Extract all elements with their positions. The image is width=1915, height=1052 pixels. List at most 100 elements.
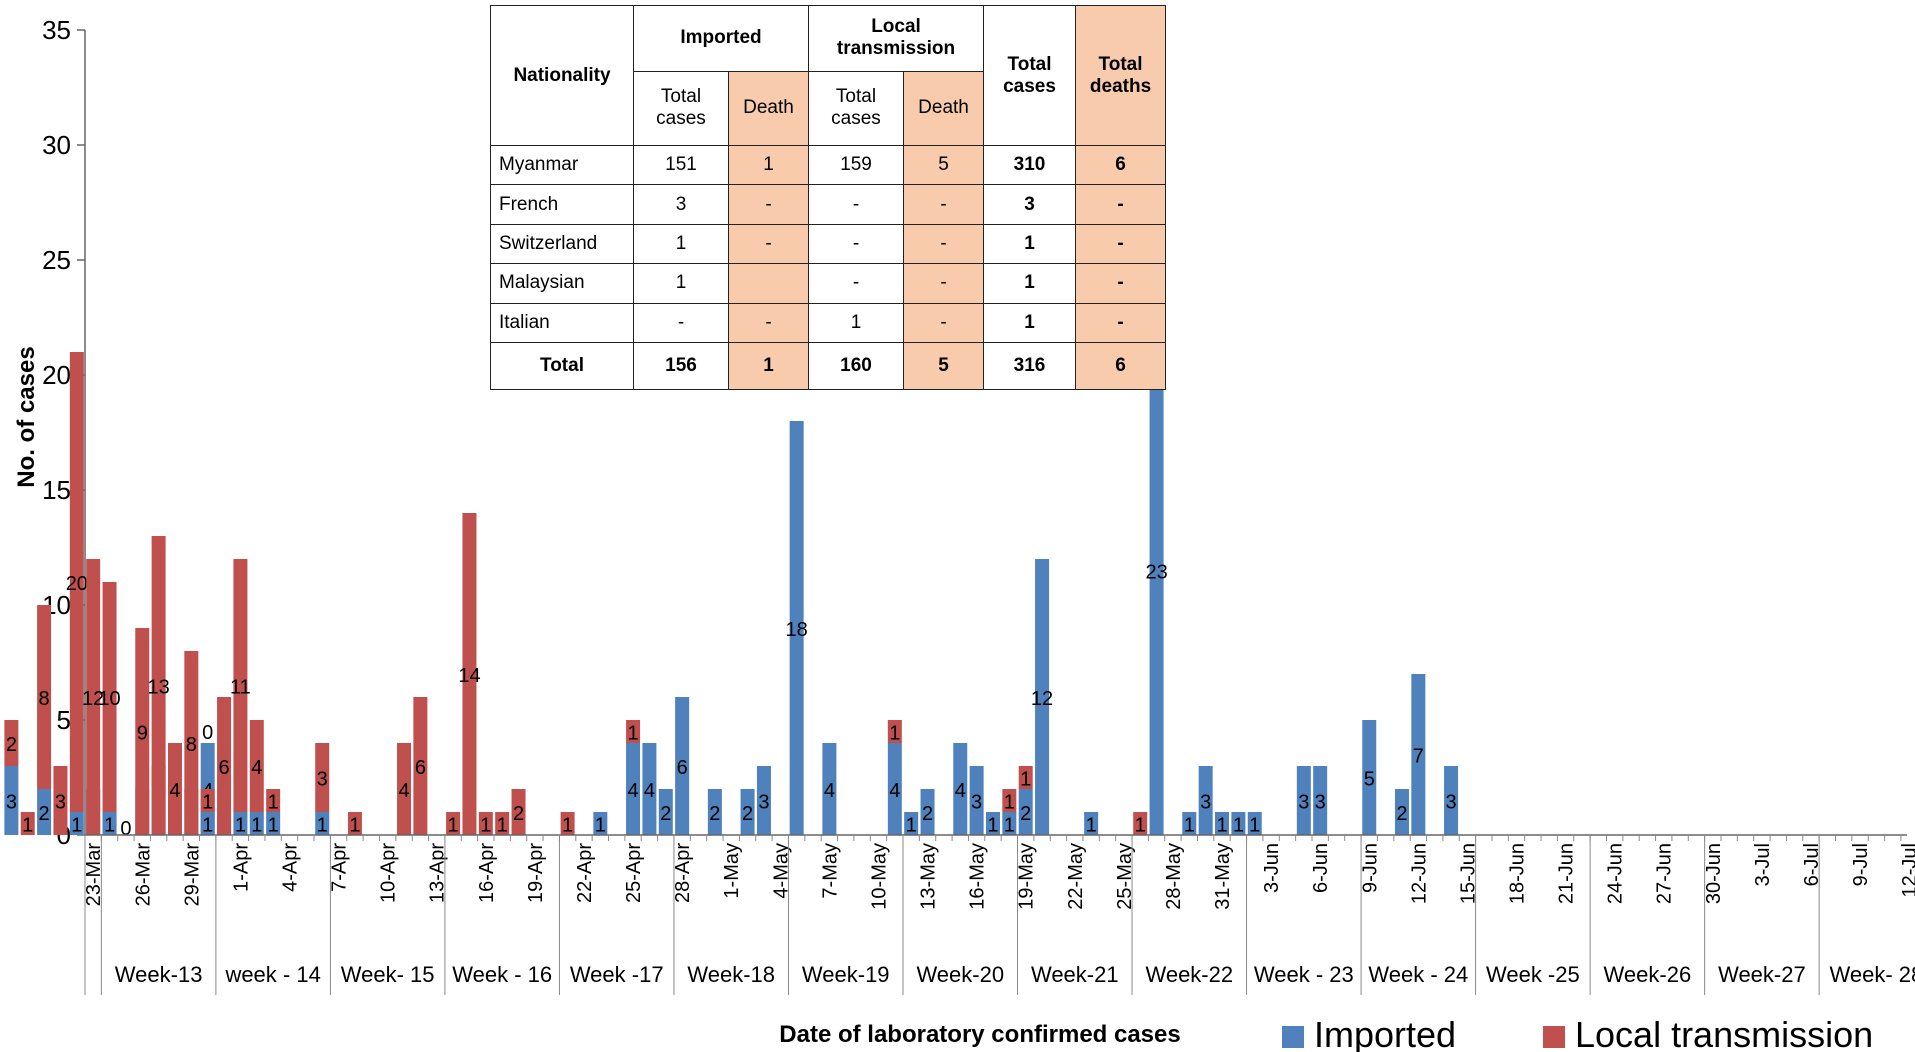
cell-nationality: Myanmar — [490, 145, 634, 186]
bar-data-label: 1 — [889, 723, 900, 745]
bar-data-label: 4 — [398, 780, 409, 802]
table-row: Myanmar 151 1 159 5 310 6 — [490, 145, 1167, 186]
subheader-imported-death: Death — [728, 70, 809, 147]
cell-loc-cases: 1 — [808, 302, 904, 343]
bar-data-label: 14 — [458, 665, 480, 687]
x-tick-label: 6-Jun — [1310, 843, 1332, 893]
bar-data-label: 4 — [627, 780, 638, 802]
week-label: Week-13 — [115, 962, 203, 987]
bar-data-label: 3 — [758, 792, 769, 814]
cell-nationality: Malaysian — [490, 263, 634, 304]
week-label: Week-19 — [802, 962, 890, 987]
bar-local — [478, 812, 493, 835]
x-tick-label: 12-Jul — [1899, 843, 1915, 897]
bar-data-label: 1 — [235, 815, 246, 837]
bar-data-label: 10 — [98, 688, 120, 710]
bar-local — [347, 812, 362, 835]
bar-imported — [593, 812, 608, 835]
bar-data-label: 11 — [230, 677, 251, 699]
x-tick-label: 23-Mar — [83, 843, 105, 907]
cell-imp-cases: 151 — [633, 145, 729, 186]
bar-data-label: 23 — [1145, 562, 1167, 584]
bar-data-label: 2 — [6, 734, 17, 756]
bar-data-label: 2 — [1020, 803, 1031, 825]
bar-imported — [200, 812, 215, 835]
bar-local — [315, 743, 330, 812]
bar-data-label: 1 — [349, 815, 360, 837]
bar-imported — [1018, 789, 1033, 835]
bar-data-label: 1 — [1184, 815, 1195, 837]
total-imported-death: 1 — [728, 341, 809, 391]
bar-data-label: 1 — [448, 815, 459, 837]
x-tick-label: 22-Apr — [574, 843, 596, 903]
bar-data-label: 8 — [186, 734, 197, 756]
bar-imported — [707, 789, 722, 835]
y-tick-label: 25 — [42, 245, 71, 275]
y-tick-label: 30 — [42, 130, 71, 160]
cell-loc-cases: 159 — [808, 145, 904, 186]
cell-total-deaths: - — [1075, 263, 1167, 304]
table-row: French 3- - -3- — [490, 184, 1167, 225]
cases-by-nationality-table: Nationality Imported Local transmission … — [490, 4, 1167, 391]
bar-data-label: 1 — [1233, 815, 1244, 837]
bar-data-label: 4 — [644, 780, 655, 802]
table-row: Switzerland 1- - -1- — [490, 223, 1167, 265]
bar-imported — [249, 812, 264, 835]
x-axis: 23-Mar 26-Mar 29-Mar 1-Apr 4-Apr 7-Apr 10-Apr 1… — [83, 834, 1915, 995]
x-tick-label: 24-Jun — [1605, 843, 1627, 904]
bar-data-label: 1 — [1135, 815, 1146, 837]
bar-data-label: 2 — [513, 803, 524, 825]
x-tick-label: 22-May — [1065, 843, 1087, 910]
y-tick-label: 20 — [42, 360, 71, 390]
x-tick-label: 1-Apr — [230, 843, 252, 892]
bar-imported — [1394, 789, 1409, 835]
cell-loc-cases: - — [808, 263, 904, 304]
bar-data-label: 9 — [137, 723, 148, 745]
week-label: Week - 16 — [452, 962, 552, 987]
total-label: Total — [490, 341, 634, 391]
bar-imported — [1296, 766, 1311, 835]
bar-imported — [675, 697, 690, 835]
header-total-deaths: Total deaths — [1075, 4, 1167, 147]
cell-loc-death: - — [902, 302, 985, 343]
cell-total-deaths: - — [1075, 184, 1167, 225]
x-tick-label: 3-Jun — [1261, 843, 1283, 893]
bar-imported — [1231, 812, 1246, 835]
cell-total-cases: 1 — [983, 223, 1077, 265]
bar-data-label: 3 — [6, 792, 17, 814]
bar-data-label: 1 — [104, 815, 115, 837]
subheader-local-death: Death — [902, 70, 985, 147]
bar-data-label: 20 — [66, 573, 88, 595]
bar-data-label: 1 — [1086, 815, 1097, 837]
bar-local — [462, 513, 477, 835]
bar-imported — [1215, 812, 1230, 835]
bar-local — [887, 720, 902, 743]
bar-local — [495, 812, 510, 835]
legend-swatch-imported — [1282, 1026, 1304, 1048]
bar-data-label: 6 — [677, 757, 688, 779]
bar-imported — [1313, 766, 1328, 835]
table-total-row: Total 156 1 160 5 316 6 — [490, 341, 1167, 391]
x-tick-label: 27-Jun — [1654, 843, 1676, 904]
x-tick-label: 1-May — [721, 843, 743, 899]
bar-local — [266, 789, 281, 812]
table-row: Italian - -1-1- — [490, 302, 1167, 343]
bar-local — [217, 697, 232, 835]
x-tick-label: 3-Jul — [1752, 843, 1774, 886]
bar-imported — [1444, 766, 1459, 835]
subheader-imported-cases: Total cases — [633, 70, 729, 147]
bar-local — [397, 743, 412, 835]
bar-data-label: 2 — [922, 803, 933, 825]
cell-loc-cases: - — [808, 184, 904, 225]
bar-imported — [822, 743, 837, 835]
x-tick-label: 4-Apr — [280, 843, 302, 892]
bar-imported — [37, 789, 52, 835]
bar-imported — [1002, 812, 1017, 835]
cell-nationality: Italian — [490, 302, 634, 343]
bar-imported — [102, 812, 117, 835]
bar-local — [167, 743, 182, 835]
bar-data-label: 13 — [147, 677, 169, 699]
week-label: Week-27 — [1718, 962, 1806, 987]
bar-data-label: 3 — [1315, 792, 1326, 814]
